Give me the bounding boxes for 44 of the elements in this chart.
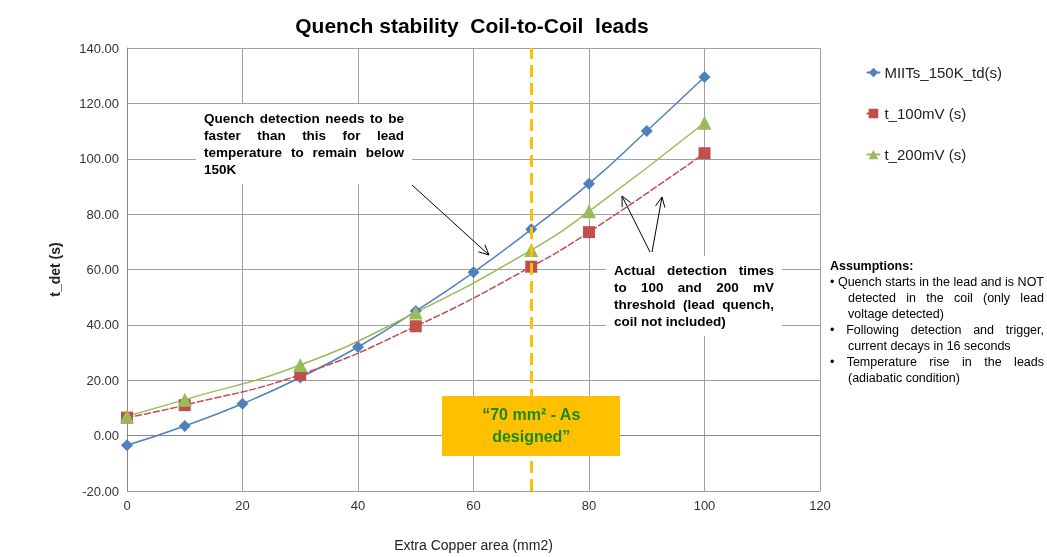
point	[178, 419, 191, 432]
annotation: Quench detection needs to be faster than this for lead temperature to remain below 150K	[196, 104, 412, 184]
label-box: “70 mm² - As designed”	[442, 396, 621, 456]
y-axis-title: t_det (s)	[47, 242, 63, 297]
legend-label: t_200mV (s)	[884, 146, 967, 163]
text: • Following detection and trigger, current decays in 16 seconds	[830, 322, 1044, 354]
point	[293, 358, 308, 373]
x-tick-label: 100	[693, 498, 716, 513]
point	[583, 177, 595, 190]
point	[697, 115, 712, 130]
y-tick-label: 60.00	[86, 262, 119, 277]
text: • Temperature rise in the leads (adiabatic condition)	[830, 354, 1044, 386]
point	[698, 71, 711, 84]
point	[236, 397, 249, 410]
x-tick-label: 20	[235, 498, 250, 513]
legend-label: MIITs_150K_td(s)	[884, 64, 1002, 81]
y-tick-label: 40.00	[86, 317, 119, 333]
x-tick-label: 40	[350, 498, 366, 513]
x-tick-label: 80	[581, 498, 597, 513]
point	[177, 392, 192, 407]
x-axis-title: Extra Copper area (mm2)	[394, 537, 553, 553]
point	[121, 439, 133, 452]
y-tick-label: 140.00	[79, 40, 119, 56]
text: • Quench starts in the lead and is NOT detected in the coil (only lead voltage detected)	[830, 274, 1044, 322]
point	[640, 125, 653, 138]
point	[352, 341, 364, 354]
y-tick-label: -20.00	[82, 483, 119, 499]
point	[698, 147, 711, 160]
chart-title: Quench stability Coil-to-Coil leads	[295, 14, 649, 37]
point	[582, 204, 596, 219]
y-tick-label: 20.00	[86, 372, 119, 388]
y-tick-label: 100.00	[79, 151, 119, 167]
annotation: Actual detection times to 100 and 200 mV threshold (lead quench, coil not included)	[606, 256, 782, 336]
y-tick-label: 120.00	[79, 95, 119, 111]
point	[409, 320, 422, 333]
x-tick-label: 120	[809, 498, 831, 513]
point	[583, 226, 595, 239]
y-tick-label: 80.00	[86, 206, 119, 222]
point	[467, 266, 480, 279]
y-tick-label: 0.00	[93, 428, 119, 444]
legend-label: t_100mV (s)	[884, 105, 967, 122]
x-tick-label: 0	[123, 498, 131, 513]
x-tick-label: 60	[466, 498, 481, 513]
text: Assumptions:	[830, 258, 915, 274]
